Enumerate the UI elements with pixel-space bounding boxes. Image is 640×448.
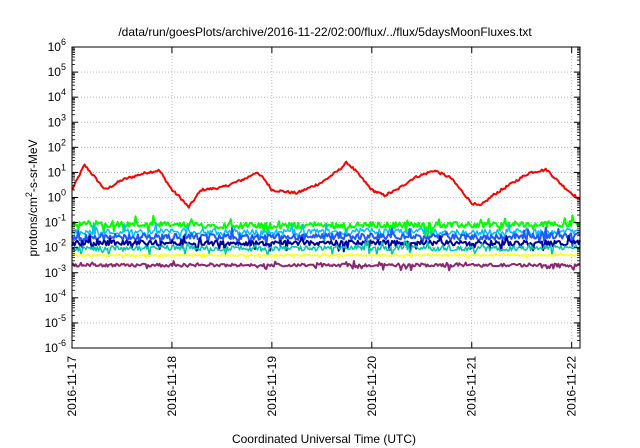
- x-tick-label: 2016-11-21: [465, 356, 479, 417]
- y-tick-exponent: 5: [61, 62, 66, 72]
- y-tick-base: 10: [48, 191, 62, 205]
- y-tick-exponent: -6: [58, 338, 66, 348]
- series-line-8: [71, 260, 581, 272]
- chart-title: /data/run/goesPlots/archive/2016-11-22/0…: [118, 25, 532, 39]
- y-tick-base: 10: [48, 40, 62, 54]
- series-line-6: [71, 239, 581, 258]
- y-tick-exponent: 0: [61, 188, 66, 198]
- y-tick-label: 10-4: [45, 288, 66, 305]
- y-tick-label: 10-5: [45, 313, 66, 330]
- y-tick-label: 103: [48, 112, 66, 129]
- y-tick-base: 10: [48, 90, 62, 104]
- series-line-5: [71, 234, 581, 253]
- y-tick-label: 105: [48, 62, 66, 79]
- y-tick-exponent: 1: [61, 162, 66, 172]
- series-line-7: [71, 252, 581, 259]
- y-tick-label: 104: [48, 87, 66, 104]
- y-tick-label: 100: [48, 188, 66, 205]
- y-tick-base: 10: [45, 341, 59, 355]
- y-tick-exponent: 2: [61, 137, 66, 147]
- y-tick-base: 10: [48, 65, 62, 79]
- y-tick-label: 10-1: [45, 213, 66, 230]
- x-tick-label: 2016-11-17: [65, 356, 79, 417]
- x-tick-label: 2016-11-20: [365, 356, 379, 417]
- series-line-3: [71, 222, 581, 243]
- series-group: [71, 160, 581, 272]
- y-tick-exponent: 3: [61, 112, 66, 122]
- y-tick-exponent: -4: [58, 288, 66, 298]
- y-tick-exponent: -2: [58, 238, 66, 248]
- y-axis-label-main: protons/cm: [26, 197, 40, 256]
- y-tick-label: 106: [48, 37, 66, 54]
- x-tick-label: 2016-11-18: [165, 356, 179, 417]
- series-line-1: [71, 160, 581, 209]
- y-tick-base: 10: [45, 241, 59, 255]
- x-axis: 2016-11-17 2016-11-18 2016-11-19 2016-11-20…: [65, 47, 579, 417]
- series-line-4: [71, 226, 581, 249]
- y-tick-label: 10-3: [45, 263, 66, 280]
- y-tick-exponent: -3: [58, 263, 66, 273]
- y-tick-label: 102: [48, 137, 66, 154]
- y-tick-exponent: -5: [58, 313, 66, 323]
- y-tick-label: 10-2: [45, 238, 66, 255]
- y-tick-exponent: -1: [58, 213, 66, 223]
- y-axis-label-sup: 2: [24, 192, 34, 197]
- y-tick-exponent: 6: [61, 37, 66, 47]
- y-tick-base: 10: [48, 115, 62, 129]
- y-axis: 10-610-510-410-310-210-11001011021031041…: [45, 37, 580, 355]
- y-tick-base: 10: [45, 266, 59, 280]
- y-tick-base: 10: [45, 216, 59, 230]
- y-tick-base: 10: [48, 140, 62, 154]
- y-tick-base: 10: [45, 316, 59, 330]
- y-tick-label: 101: [48, 162, 66, 179]
- y-tick-exponent: 4: [61, 87, 66, 97]
- y-tick-base: 10: [48, 165, 62, 179]
- y-axis-label-tail: -s-sr-MeV: [26, 139, 40, 192]
- x-axis-label: Coordinated Universal Time (UTC): [232, 432, 416, 446]
- x-tick-label: 2016-11-19: [265, 356, 279, 417]
- y-axis-label: protons/cm2-s-sr-MeV: [24, 139, 40, 256]
- y-tick-base: 10: [45, 291, 59, 305]
- y-tick-label: 10-6: [45, 338, 66, 355]
- x-tick-label: 2016-11-22: [565, 356, 579, 417]
